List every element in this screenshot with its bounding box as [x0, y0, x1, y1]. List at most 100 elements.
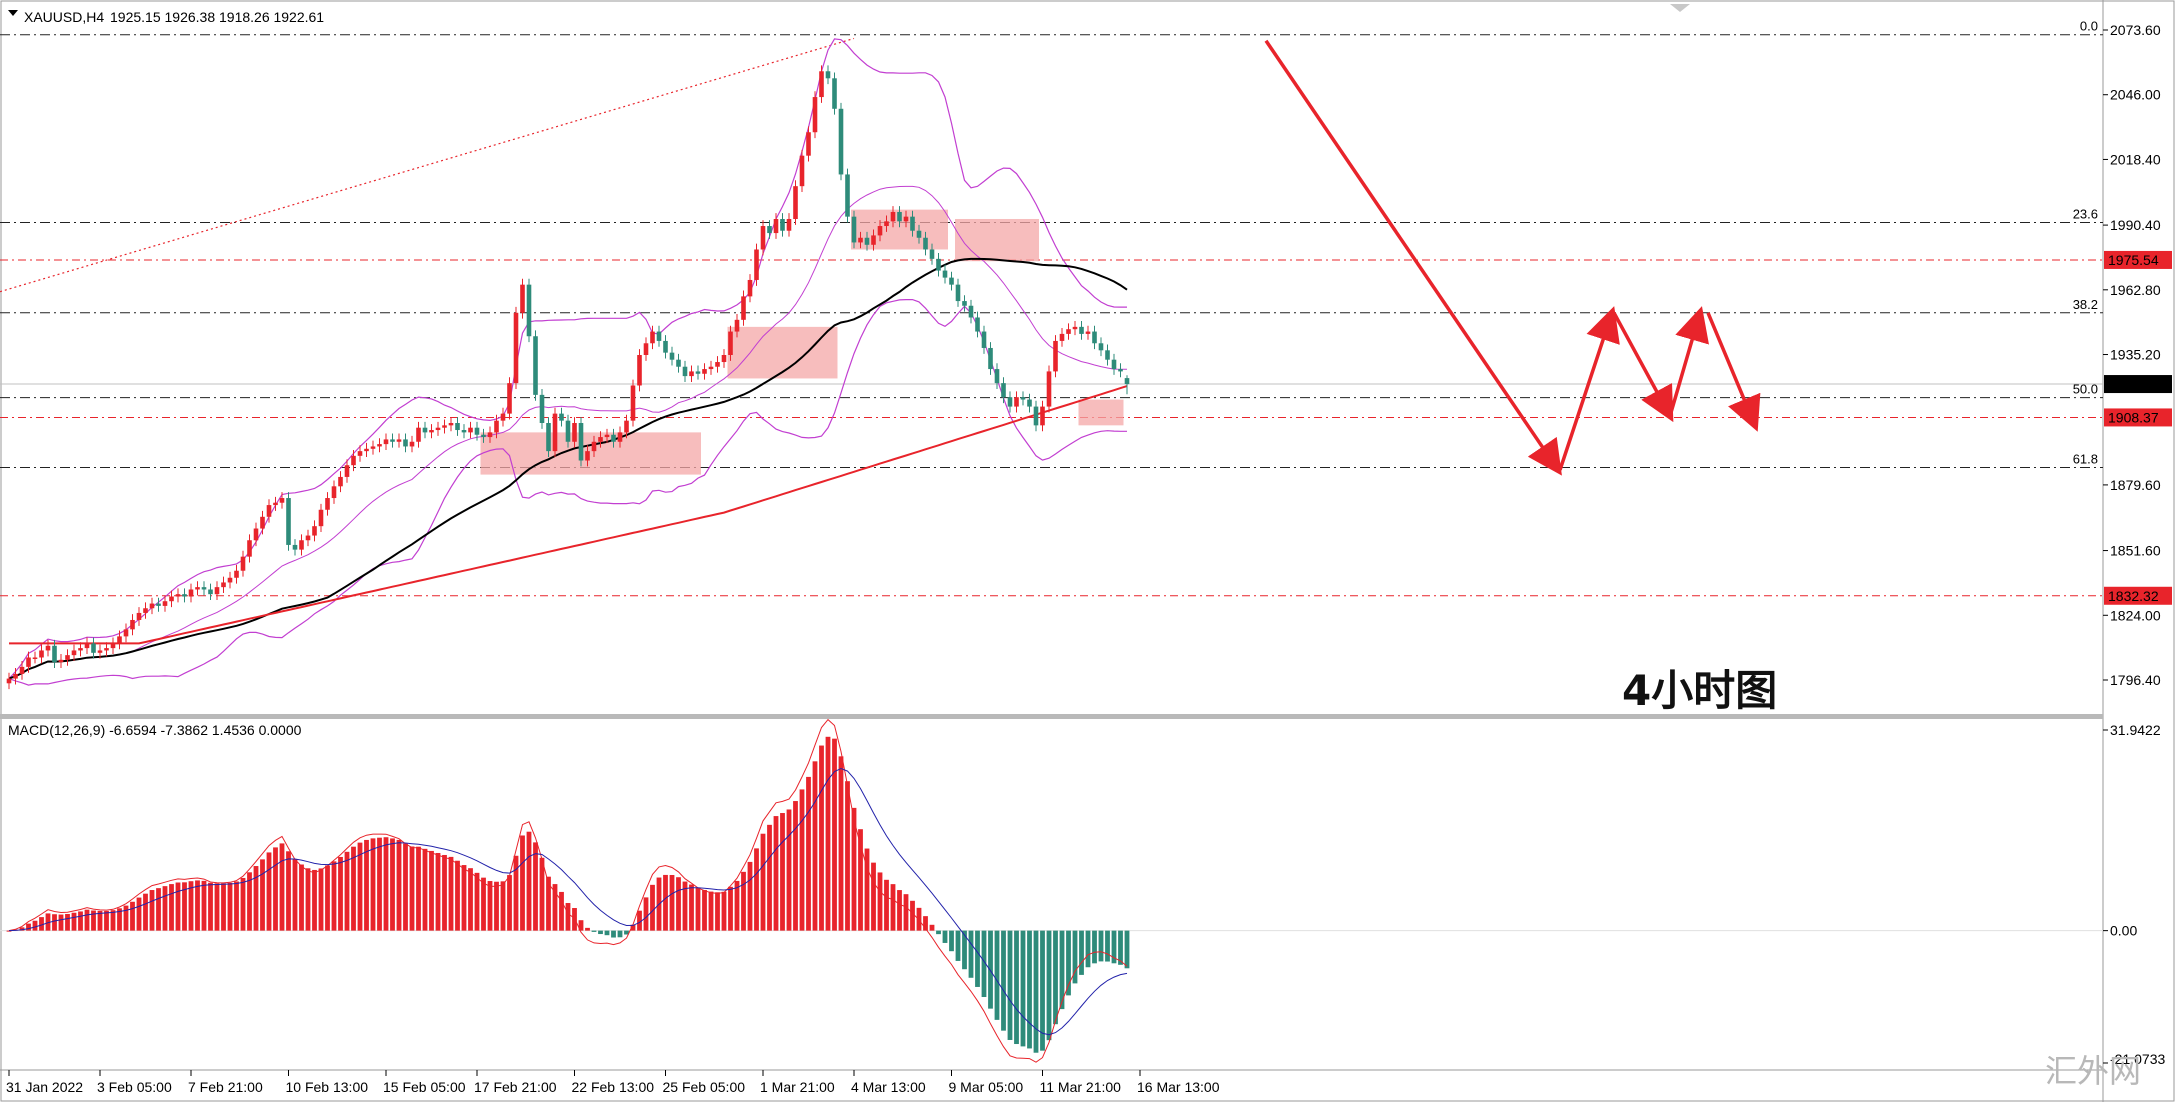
macd-histogram-bar — [669, 875, 675, 931]
candle-body — [975, 317, 980, 332]
candle-body — [903, 216, 909, 222]
price-tick-label: 1851.60 — [2110, 543, 2161, 559]
macd-histogram-bar — [559, 891, 564, 931]
macd-histogram-bar — [851, 807, 857, 931]
red-level-value: 1908.37 — [2108, 409, 2159, 425]
down-trend-arrow — [1264, 39, 1562, 476]
moving-average-red — [9, 385, 1128, 645]
candle-body — [871, 235, 876, 245]
macd-histogram-bar — [422, 848, 428, 931]
candle-body — [1066, 329, 1071, 334]
macd-histogram-bar — [156, 888, 161, 931]
consolidation-zone — [727, 326, 838, 379]
candle-body — [104, 648, 109, 651]
candle-body — [143, 608, 148, 613]
time-tick-label: 15 Feb 05:00 — [383, 1079, 466, 1095]
candle-body — [253, 528, 259, 541]
candle-body — [377, 444, 382, 447]
macd-histogram-bar — [6, 930, 12, 932]
candle-body — [773, 218, 779, 234]
candle-body — [715, 362, 720, 367]
projection-arrow-up — [1668, 306, 1709, 417]
macd-histogram-bar — [78, 911, 83, 931]
watermark: 汇外网 — [2045, 1052, 2141, 1090]
macd-histogram-bar — [253, 866, 259, 931]
macd-histogram-bar — [637, 910, 642, 931]
candle-body — [247, 540, 252, 557]
candle-body — [201, 587, 207, 590]
candle-body — [1040, 406, 1045, 426]
candle-body — [884, 221, 889, 227]
candle-body — [845, 174, 850, 217]
candle-body — [175, 594, 181, 597]
candle-body — [130, 619, 135, 630]
annotation-4h: 4小时图 — [1622, 666, 1777, 715]
time-tick-label: 9 Mar 05:00 — [949, 1079, 1024, 1095]
macd-histogram-bar — [858, 829, 863, 931]
macd-histogram-bar — [71, 912, 77, 931]
candle-body — [994, 369, 1000, 384]
macd-histogram-bar — [403, 843, 408, 931]
fib-level-label: 50.0 — [2073, 382, 2098, 397]
candle-body — [84, 643, 90, 649]
red-level-value: 1832.32 — [2108, 588, 2159, 604]
macd-histogram-bar — [949, 930, 954, 952]
macd-histogram-bar — [286, 851, 291, 931]
macd-histogram-bar — [689, 884, 694, 931]
macd-histogram-bar — [533, 842, 538, 931]
macd-histogram-bar — [825, 736, 831, 931]
macd-tick-label: 0.00 — [2110, 923, 2137, 939]
macd-histogram-bar — [1040, 930, 1045, 1051]
time-tick-label: 11 Mar 21:00 — [1040, 1079, 1122, 1095]
scroll-marker-icon[interactable] — [1670, 4, 1690, 12]
candle-body — [598, 437, 603, 442]
candle-body — [351, 455, 356, 466]
macd-histogram-bar — [377, 837, 382, 931]
macd-histogram-bar — [390, 838, 395, 931]
macd-histogram-bar — [526, 831, 532, 931]
time-tick-label: 1 Mar 21:00 — [760, 1079, 835, 1095]
candle-body — [656, 331, 662, 341]
macd-histogram-bar — [819, 745, 824, 931]
macd-histogram-bar — [97, 910, 103, 931]
candle-body — [988, 347, 993, 370]
macd-histogram-bar — [994, 930, 1000, 1020]
macd-histogram-bar — [565, 903, 571, 931]
candle-body — [741, 296, 746, 320]
macd-histogram-bar — [117, 908, 122, 931]
macd-histogram-bar — [611, 930, 616, 938]
candle-body — [357, 451, 363, 456]
candle-body — [1111, 359, 1117, 370]
macd-histogram-bar — [604, 930, 610, 936]
red-level-tag — [2104, 586, 2172, 605]
red-level-tag — [2104, 408, 2172, 427]
macd-histogram-bar — [786, 809, 792, 931]
macd-histogram-bar — [149, 890, 155, 931]
macd-histogram-bar — [487, 881, 493, 931]
candle-body — [156, 603, 161, 606]
macd-histogram-bar — [962, 930, 967, 970]
candle-body — [6, 678, 12, 684]
candle-body — [877, 226, 883, 236]
macd-histogram-bar — [65, 913, 70, 931]
dropdown-triangle-icon[interactable] — [8, 10, 18, 16]
macd-histogram-bar — [169, 884, 174, 931]
time-tick-label: 10 Feb 13:00 — [286, 1079, 369, 1095]
candle-body — [97, 650, 103, 653]
macd-histogram-bar — [455, 860, 460, 931]
macd-histogram-bar — [799, 789, 805, 931]
candle-body — [760, 226, 766, 250]
macd-histogram-bar — [591, 930, 597, 932]
candle-body — [1014, 397, 1019, 407]
macd-histogram-bar — [507, 875, 512, 931]
macd-histogram-bar — [877, 872, 883, 931]
candle-body — [565, 420, 571, 442]
time-tick-label: 25 Feb 05:00 — [663, 1079, 746, 1095]
macd-histogram-bar — [84, 909, 90, 931]
candle-body — [708, 366, 714, 370]
macd-histogram-bar — [338, 856, 343, 931]
candle-body — [435, 427, 441, 431]
candle-body — [416, 427, 421, 442]
